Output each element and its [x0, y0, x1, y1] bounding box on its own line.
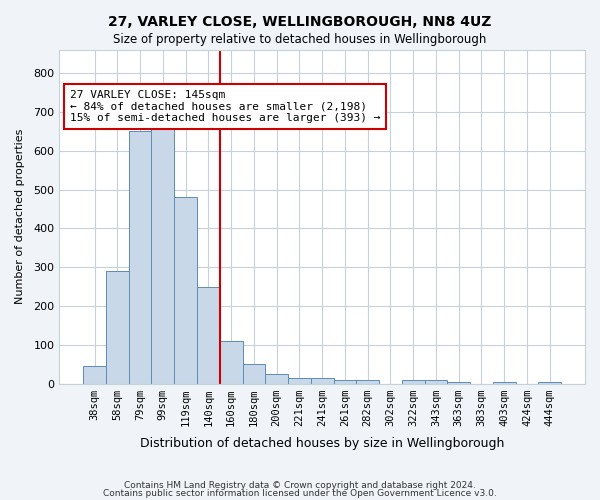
Bar [448, 382, 470, 384]
Bar [220, 341, 242, 384]
Bar [83, 366, 106, 384]
Bar [242, 364, 265, 384]
Bar [402, 380, 425, 384]
Text: Contains HM Land Registry data © Crown copyright and database right 2024.: Contains HM Land Registry data © Crown c… [124, 481, 476, 490]
Bar [151, 128, 174, 384]
Text: Size of property relative to detached houses in Wellingborough: Size of property relative to detached ho… [113, 32, 487, 46]
Bar [174, 198, 197, 384]
X-axis label: Distribution of detached houses by size in Wellingborough: Distribution of detached houses by size … [140, 437, 505, 450]
Bar [493, 382, 515, 384]
Bar [356, 380, 379, 384]
Text: Contains public sector information licensed under the Open Government Licence v3: Contains public sector information licen… [103, 488, 497, 498]
Bar [538, 382, 561, 384]
Bar [265, 374, 288, 384]
Y-axis label: Number of detached properties: Number of detached properties [15, 129, 25, 304]
Text: 27 VARLEY CLOSE: 145sqm
← 84% of detached houses are smaller (2,198)
15% of semi: 27 VARLEY CLOSE: 145sqm ← 84% of detache… [70, 90, 380, 123]
Bar [288, 378, 311, 384]
Bar [197, 286, 220, 384]
Bar [129, 132, 151, 384]
Bar [425, 380, 448, 384]
Bar [334, 380, 356, 384]
Text: 27, VARLEY CLOSE, WELLINGBOROUGH, NN8 4UZ: 27, VARLEY CLOSE, WELLINGBOROUGH, NN8 4U… [109, 15, 491, 29]
Bar [106, 271, 129, 384]
Bar [311, 378, 334, 384]
